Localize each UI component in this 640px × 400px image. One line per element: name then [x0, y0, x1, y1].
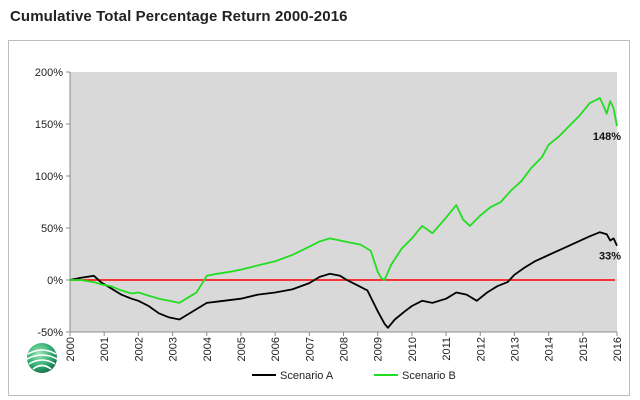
- series-line-scenario-b: [70, 97, 618, 304]
- x-tick-label: 2005: [236, 337, 248, 361]
- y-tick-label: 100%: [35, 171, 63, 183]
- end-label-scenario-a: 33%: [599, 251, 621, 263]
- legend-label-scenario-a: Scenario A: [280, 370, 334, 382]
- x-tick-label: 2012: [475, 337, 487, 361]
- x-tick-label: 2004: [202, 337, 214, 361]
- x-tick-label: 2015: [578, 337, 590, 361]
- y-tick-label: 0%: [47, 275, 63, 287]
- x-tick-label: 2014: [544, 337, 556, 361]
- x-tick-label: 2002: [133, 337, 145, 361]
- x-tick-label: 2008: [339, 337, 351, 361]
- y-tick-label: -50%: [37, 327, 63, 339]
- x-tick-label: 2010: [407, 337, 419, 361]
- x-tick-label: 2000: [65, 337, 77, 361]
- x-tick-label: 2003: [168, 337, 180, 361]
- legend-label-scenario-b: Scenario B: [402, 370, 456, 382]
- series-line-scenario-a: [69, 231, 618, 329]
- x-tick-label: 2009: [373, 337, 385, 361]
- x-tick-label: 2006: [270, 337, 282, 361]
- plot-background: [70, 72, 617, 332]
- y-tick-label: 200%: [35, 67, 63, 79]
- end-label-scenario-b: 148%: [593, 131, 621, 143]
- chart-title: Cumulative Total Percentage Return 2000-…: [10, 8, 348, 25]
- x-tick-label: 2013: [509, 337, 521, 361]
- x-tick-label: 2007: [304, 337, 316, 361]
- x-tick-label: 2011: [441, 337, 453, 361]
- y-tick-label: 50%: [41, 223, 63, 235]
- y-tick-label: 150%: [35, 119, 63, 131]
- x-tick-label: 2001: [99, 337, 111, 361]
- x-tick-label: 2016: [612, 337, 624, 361]
- globe-logo-icon: [24, 340, 60, 376]
